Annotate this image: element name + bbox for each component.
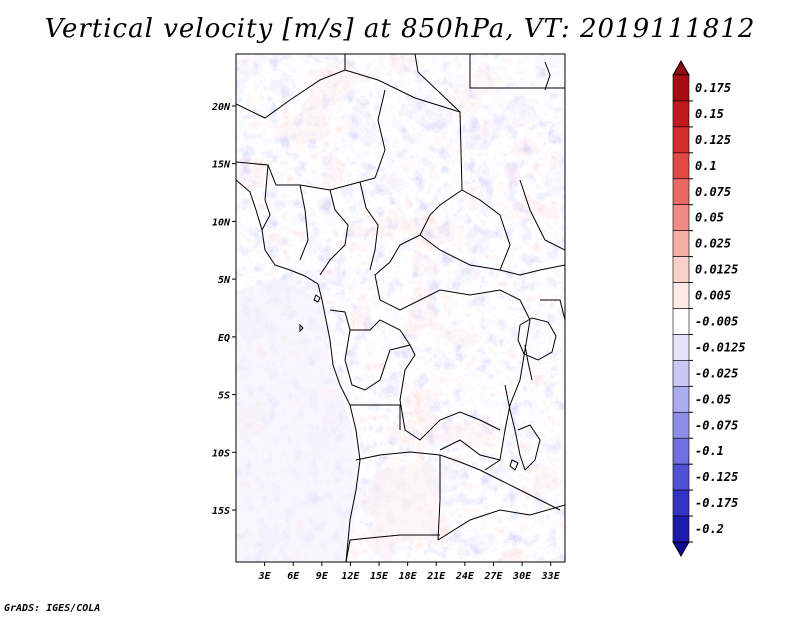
lon-tick-label-1: 6E bbox=[287, 571, 300, 582]
lat-tick-label-0: 20N bbox=[211, 102, 231, 113]
colorbar-label-4: 0.075 bbox=[695, 185, 731, 199]
lon-tick-label-10: 33E bbox=[541, 571, 561, 582]
colorbar-swatch-6 bbox=[672, 230, 690, 257]
lon-tick-label-9: 30E bbox=[512, 571, 532, 582]
colorbar-label-11: -0.025 bbox=[695, 366, 738, 380]
colorbar-swatch-2 bbox=[672, 126, 690, 154]
lon-tick-label-7: 24E bbox=[455, 571, 475, 582]
country-borders bbox=[236, 54, 565, 562]
colorbar: 0.175 0.15 0.125 0.1 0.075 0.05 0.025 0.0125 0.0… bbox=[672, 59, 746, 558]
page-title: Vertical velocity [m/s] at 850hPa, VT: 2… bbox=[44, 14, 756, 44]
colorbar-label-14: -0.1 bbox=[695, 444, 724, 458]
lat-tick-label-6: 10S bbox=[212, 448, 230, 459]
colorbar-label-13: -0.075 bbox=[695, 418, 738, 432]
colorbar-swatch-11 bbox=[672, 360, 690, 387]
colorbar-label-8: 0.005 bbox=[695, 289, 731, 303]
colorbar-swatch-16 bbox=[672, 489, 690, 517]
colorbar-label-16: -0.175 bbox=[695, 496, 738, 510]
lat-tick-label-5: 5S bbox=[218, 391, 230, 402]
colorbar-swatch-10 bbox=[672, 334, 690, 361]
lon-tick-label-8: 27E bbox=[483, 571, 503, 582]
colorbar-swatch-1 bbox=[672, 100, 690, 128]
colorbar-swatch-9 bbox=[672, 308, 690, 335]
colorbar-label-15: -0.125 bbox=[695, 470, 738, 484]
colorbar-swatch-12 bbox=[672, 386, 690, 413]
map-frame bbox=[235, 53, 566, 563]
lon-tick-label-6: 21E bbox=[426, 571, 446, 582]
colorbar-swatch-4 bbox=[672, 178, 690, 206]
colorbar-swatch-8 bbox=[672, 282, 690, 309]
colorbar-swatch-7 bbox=[672, 256, 690, 283]
lon-tick-label-4: 15E bbox=[370, 571, 389, 582]
lat-tick-label-7: 15S bbox=[212, 506, 230, 517]
colorbar-swatch-3 bbox=[672, 152, 690, 180]
colorbar-label-7: 0.0125 bbox=[695, 263, 738, 277]
colorbar-label-3: 0.1 bbox=[695, 159, 717, 173]
colorbar-label-6: 0.025 bbox=[695, 237, 731, 251]
colorbar-label-10: -0.0125 bbox=[695, 340, 746, 354]
lat-tick-label-4: EQ bbox=[218, 333, 230, 344]
colorbar-swatch-5 bbox=[672, 204, 690, 231]
colorbar-top-arrow bbox=[672, 59, 690, 76]
colorbar-swatch-17 bbox=[672, 515, 690, 543]
colorbar-label-0: 0.175 bbox=[695, 81, 731, 95]
colorbar-bottom-arrow bbox=[672, 541, 690, 558]
lat-tick-label-1: 15N bbox=[212, 160, 231, 171]
lon-tick-label-0: 3E bbox=[258, 571, 272, 582]
colorbar-label-9: -0.005 bbox=[695, 314, 738, 328]
colorbar-label-5: 0.05 bbox=[695, 211, 724, 225]
lon-tick-label-3: 12E bbox=[341, 571, 360, 582]
colorbar-label-1: 0.15 bbox=[695, 107, 724, 121]
colorbar-swatch-13 bbox=[672, 411, 690, 439]
lon-tick-label-2: 9E bbox=[316, 571, 329, 582]
colorbar-label-2: 0.125 bbox=[695, 133, 731, 147]
colorbar-swatch-14 bbox=[672, 437, 690, 465]
colorbar-label-12: -0.05 bbox=[695, 392, 731, 406]
lat-tick-label-2: 10N bbox=[212, 217, 231, 228]
lat-tick-label-3: 5N bbox=[218, 275, 231, 286]
grads-credit: GrADS: IGES/COLA bbox=[4, 603, 101, 614]
latitude-axis: 20N 15N 10N 5N EQ 5S 10S 15S bbox=[211, 102, 236, 517]
colorbar-swatch-0 bbox=[672, 74, 690, 102]
colorbar-swatch-15 bbox=[672, 463, 690, 491]
longitude-axis: 3E 6E 9E 12E 15E 18E 21E 24E 27E 30E 33E bbox=[258, 562, 561, 582]
lon-tick-label-5: 18E bbox=[399, 571, 418, 582]
colorbar-label-17: -0.2 bbox=[695, 522, 724, 536]
velocity-field bbox=[236, 54, 565, 562]
